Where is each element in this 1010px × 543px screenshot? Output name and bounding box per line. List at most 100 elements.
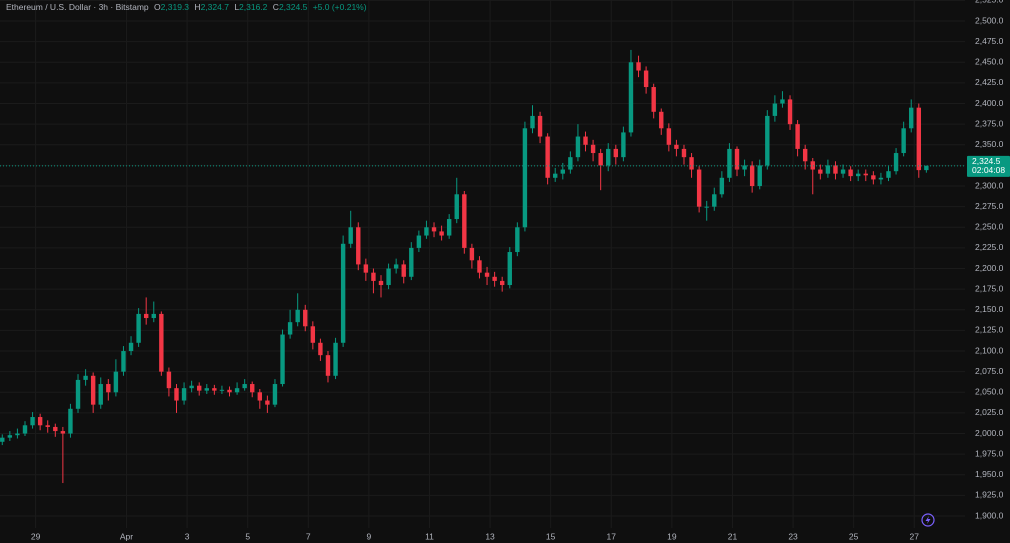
x-tick-label: 11 (425, 531, 434, 541)
candle-body (303, 309, 308, 327)
candle-body (90, 375, 96, 405)
y-tick-label: 2,475.0 (975, 36, 1004, 46)
y-tick-label: 2,050.0 (975, 387, 1004, 397)
candle-body (30, 417, 35, 426)
candle-body (348, 227, 353, 244)
y-tick-label: 2,000.0 (975, 428, 1004, 438)
candle-body (363, 264, 369, 273)
candle-body (765, 115, 770, 166)
candle-body (431, 227, 437, 232)
candle-body (212, 388, 217, 391)
candle-body (310, 326, 316, 343)
candle-body (22, 425, 28, 434)
x-tick-label: 5 (245, 531, 250, 541)
candle-body (734, 148, 740, 170)
y-tick-label: 1,900.0 (975, 510, 1004, 520)
candle-body (886, 171, 891, 178)
candle-body (916, 107, 921, 171)
candle-body (901, 128, 906, 154)
candle-body (174, 388, 179, 401)
header: Ethereum / U.S. Dollar · 3h · Bitstamp O… (6, 2, 367, 12)
candle-body (909, 107, 914, 129)
candle-body (454, 194, 459, 220)
candle-body (219, 389, 225, 391)
candle-body (833, 165, 838, 174)
candle-body (159, 313, 164, 372)
candle-body (727, 148, 732, 178)
candle-body (583, 136, 588, 145)
candle-body (7, 435, 13, 438)
x-tick-label: 7 (306, 531, 311, 541)
c-value: 2,324.5 (279, 2, 308, 12)
y-tick-label: 2,150.0 (975, 304, 1004, 314)
candle-body (280, 334, 285, 385)
change: +5.0 (+0.21%) (313, 2, 367, 12)
candle-body (613, 148, 619, 158)
y-tick-label: 2,350.0 (975, 139, 1004, 149)
candle-body (462, 194, 467, 248)
candle-body (151, 313, 156, 319)
candle-body (878, 177, 884, 180)
candle-body (113, 371, 119, 393)
candle-body (227, 389, 232, 393)
y-tick-label: 2,125.0 (975, 325, 1004, 335)
x-tick-label: 17 (607, 531, 617, 541)
candle-body (537, 115, 543, 137)
candle-body (75, 379, 81, 409)
candle-body (893, 153, 899, 172)
candle-body (242, 384, 247, 389)
y-tick-label: 2,250.0 (975, 222, 1004, 232)
x-tick-label: 21 (728, 531, 738, 541)
y-tick-label: 2,275.0 (975, 201, 1004, 211)
candle-body (553, 173, 558, 178)
candle-body (287, 322, 293, 335)
x-tick-label: 27 (910, 531, 920, 541)
candle-body (628, 62, 634, 133)
candle-body (575, 136, 581, 158)
candle-body (787, 99, 793, 125)
o-value: 2,319.3 (161, 2, 190, 12)
lightning-icon[interactable] (921, 513, 935, 527)
candle-body (272, 384, 278, 405)
y-tick-label: 1,975.0 (975, 448, 1004, 458)
candle-body (848, 169, 853, 177)
candle-body (659, 111, 664, 129)
l-value: 2,316.2 (239, 2, 268, 12)
candle-body (772, 103, 778, 116)
icon-ring (921, 513, 935, 527)
y-tick-label: 1,925.0 (975, 490, 1004, 500)
y-tick-label: 2,200.0 (975, 263, 1004, 273)
candle-body (424, 227, 429, 236)
candle-body (250, 384, 255, 393)
candle-body (855, 173, 861, 177)
candle-body (128, 342, 134, 352)
last-price-label: 2,324.5 (972, 156, 1001, 166)
candle-body (295, 309, 300, 323)
o-key: O (154, 2, 161, 12)
candle-body (106, 384, 111, 393)
candle-body (234, 388, 240, 393)
candle-body (265, 400, 270, 405)
x-tick-label: 25 (849, 531, 859, 541)
last-price-tag (967, 155, 1010, 177)
candle-body (136, 313, 141, 343)
x-tick-label: 23 (788, 531, 798, 541)
candle-body (636, 62, 641, 71)
candle-body (484, 272, 490, 277)
h-key: H (194, 2, 200, 12)
candle-body (371, 272, 376, 281)
y-tick-label: 1,950.0 (975, 469, 1004, 479)
candles (0, 49, 965, 484)
x-tick-label: 9 (367, 531, 372, 541)
candle-body (378, 280, 384, 286)
y-tick-label: 2,425.0 (975, 77, 1004, 87)
axes: 1,900.0 1,925.0 1,950.0 1,975.0 2,000.0 2,025… (31, 0, 1010, 541)
candle-body (780, 99, 785, 104)
candle-body (674, 144, 679, 149)
candle-body (560, 169, 565, 174)
candle-body (681, 148, 687, 158)
h-value: 2,324.7 (201, 2, 230, 12)
y-tick-label: 2,025.0 (975, 407, 1004, 417)
y-tick-label: 2,525.0 (975, 0, 1004, 5)
